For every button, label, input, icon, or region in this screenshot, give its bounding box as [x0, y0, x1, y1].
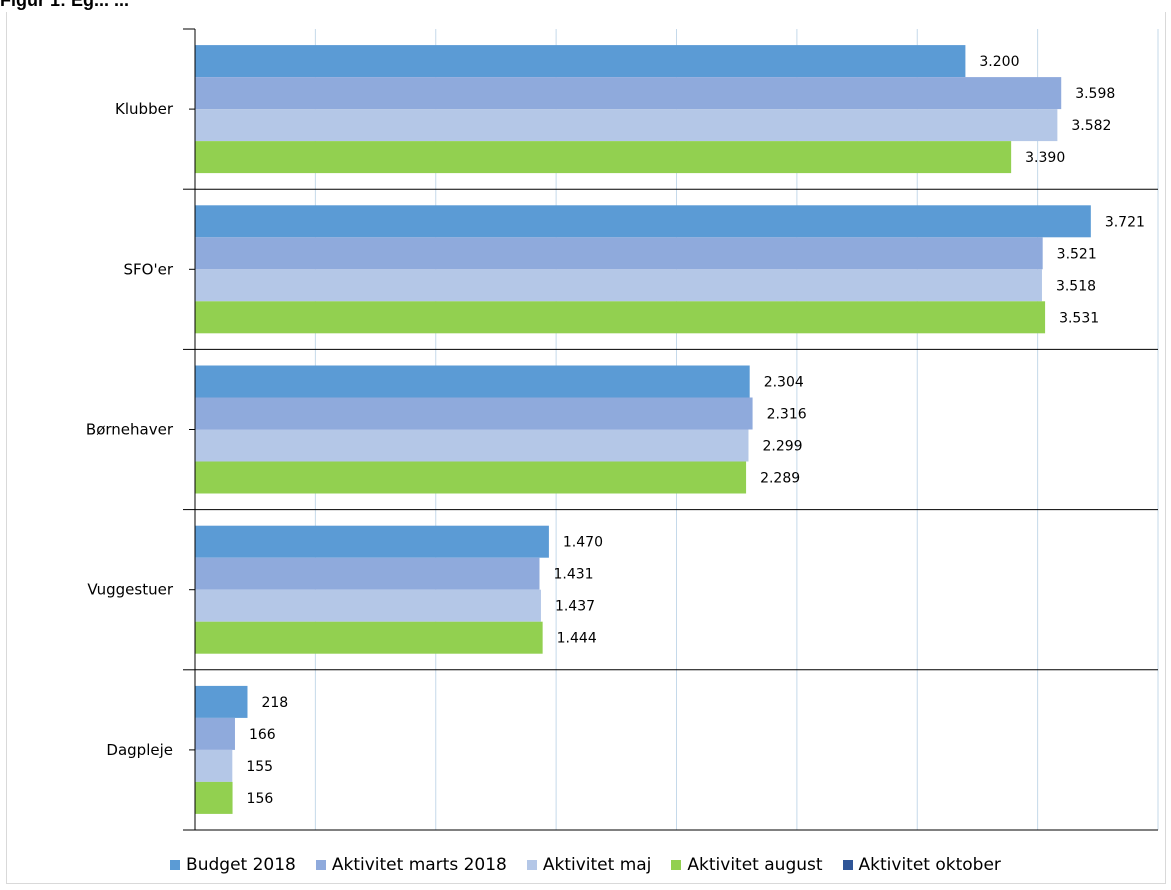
category-label: Vuggestuer: [87, 581, 173, 599]
legend-item: Aktivitet maj: [526, 855, 652, 875]
data-label: 2.316: [767, 407, 807, 423]
bar: [195, 589, 541, 622]
legend-label: Aktivitet august: [687, 855, 823, 875]
data-label: 218: [261, 695, 288, 711]
legend-item: Aktivitet oktober: [842, 855, 1001, 875]
data-label: 3.200: [979, 54, 1019, 70]
bar: [195, 365, 750, 398]
chart-title-strip: Figur 1: Eg... ...: [0, 0, 1171, 12]
legend-swatch: [526, 860, 537, 870]
legend-item: Budget 2018: [170, 855, 296, 875]
legend-label: Aktivitet maj: [542, 855, 652, 875]
data-label: 3.390: [1025, 150, 1065, 166]
axis-layer: [183, 28, 196, 831]
category-label: Børnehaver: [86, 421, 174, 439]
legend-swatch: [842, 860, 853, 870]
data-label: 155: [246, 759, 273, 775]
legend-label: Aktivitet oktober: [858, 855, 1001, 875]
category-label: Klubber: [115, 100, 174, 118]
legend-item: Aktivitet august: [671, 855, 823, 875]
bar: [195, 301, 1046, 334]
bar: [195, 621, 543, 654]
data-label: 3.721: [1105, 214, 1145, 230]
data-label: 1.437: [555, 599, 595, 615]
category-label: Dagpleje: [106, 741, 173, 759]
data-label: 2.289: [760, 471, 800, 487]
legend-swatch: [170, 860, 181, 870]
bar: [195, 717, 235, 750]
data-label: 3.521: [1057, 246, 1097, 262]
data-label: 1.444: [557, 631, 597, 647]
bar: [195, 557, 540, 590]
data-label: 3.518: [1056, 278, 1096, 294]
bars-layer: [195, 45, 1091, 814]
data-label: 2.299: [762, 439, 802, 455]
bar: [195, 45, 966, 78]
bar: [195, 205, 1091, 238]
category-label: SFO'er: [124, 260, 174, 278]
bar: [195, 269, 1042, 302]
data-label: 3.598: [1075, 86, 1115, 102]
legend-swatch: [315, 860, 326, 870]
bar: [195, 141, 1012, 174]
bar: [195, 397, 753, 430]
chart-title: Figur 1: Eg... ...: [0, 0, 130, 10]
legend-label: Aktivitet marts 2018: [331, 855, 507, 875]
legend-swatch: [671, 860, 682, 870]
data-label: 166: [249, 727, 276, 743]
bar: [195, 749, 233, 782]
data-label: 156: [247, 791, 274, 807]
data-label: 2.304: [764, 375, 804, 391]
bar: [195, 781, 233, 814]
bar: [195, 429, 749, 462]
legend-label: Budget 2018: [186, 855, 296, 875]
bar: [195, 685, 248, 718]
labels-layer: Klubber 3.200 3.598 3.582 3.390 SFO'er 3.721 3.…: [86, 54, 1145, 807]
chart-frame: [6, 12, 1166, 884]
bar: [195, 109, 1058, 142]
bar: [195, 525, 549, 558]
data-label: 1.470: [563, 535, 603, 551]
data-label: 1.431: [554, 567, 594, 583]
bar: [195, 461, 747, 494]
bar: [195, 77, 1062, 110]
bar: [195, 237, 1043, 270]
legend: Budget 2018 Aktivitet marts 2018 Aktivitet…: [0, 852, 1171, 878]
data-label: 3.531: [1059, 310, 1099, 326]
legend-item: Aktivitet marts 2018: [315, 855, 507, 875]
data-label: 3.582: [1071, 118, 1111, 134]
